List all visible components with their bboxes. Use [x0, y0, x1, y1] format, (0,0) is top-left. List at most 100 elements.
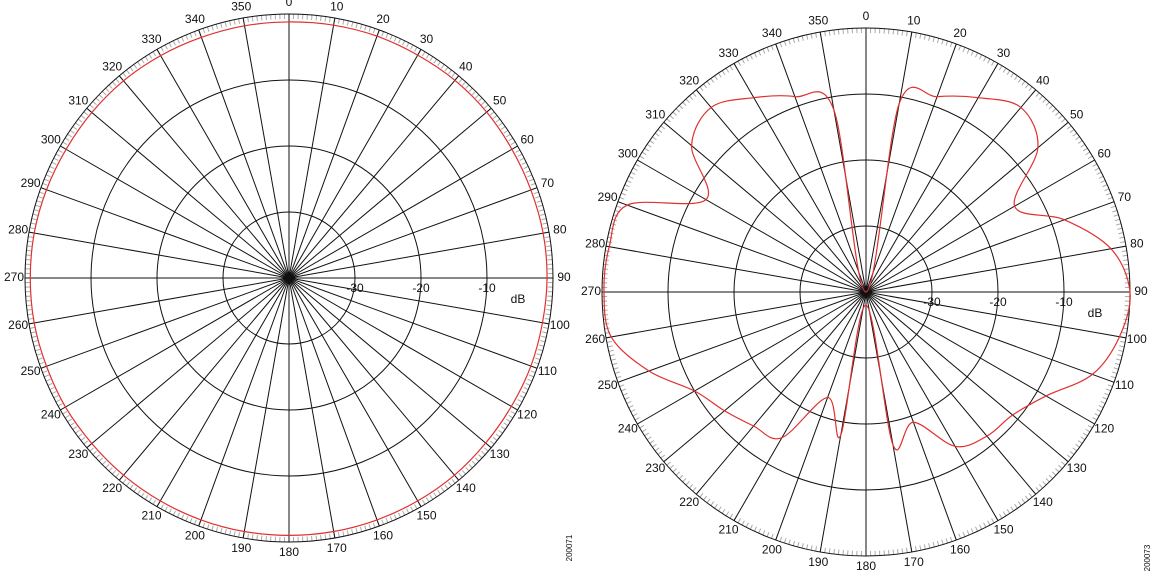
- spoke: [865, 291, 1095, 425]
- minor-tick: [1035, 92, 1040, 97]
- minor-tick: [607, 345, 613, 348]
- minor-tick: [632, 167, 638, 171]
- minor-tick: [152, 499, 157, 505]
- minor-tick: [644, 432, 650, 437]
- minor-tick: [1021, 498, 1026, 504]
- spoke: [819, 291, 867, 553]
- minor-tick: [766, 47, 770, 53]
- minor-tick: [537, 204, 543, 208]
- minor-tick: [461, 470, 467, 475]
- minor-tick: [75, 122, 80, 127]
- minor-tick: [945, 40, 949, 46]
- minor-tick: [660, 454, 666, 459]
- theta-tick-label: 120: [517, 408, 537, 422]
- minor-tick: [329, 533, 331, 539]
- minor-tick: [792, 38, 796, 44]
- spoke: [865, 245, 1127, 293]
- spoke: [733, 63, 867, 293]
- minor-tick: [83, 440, 89, 445]
- minor-tick: [678, 474, 684, 480]
- minor-tick: [666, 461, 671, 466]
- theta-tick-label: 250: [598, 378, 618, 392]
- minor-tick: [682, 101, 687, 107]
- minor-tick: [958, 45, 962, 51]
- minor-tick: [530, 182, 536, 186]
- theta-tick-label: 190: [808, 555, 828, 569]
- theta-tick-label: 110: [538, 364, 557, 378]
- theta-tick-label: 130: [1067, 461, 1087, 475]
- minor-tick: [606, 241, 612, 244]
- minor-tick: [251, 16, 254, 22]
- theta-tick-label: 150: [993, 522, 1013, 536]
- minor-tick: [27, 240, 33, 243]
- minor-tick: [389, 34, 393, 40]
- minor-tick: [478, 97, 483, 102]
- minor-tick: [98, 94, 104, 99]
- minor-tick: [666, 118, 671, 123]
- minor-tick: [639, 424, 645, 429]
- minor-tick: [164, 506, 168, 512]
- minor-tick: [1104, 188, 1110, 192]
- spoke: [198, 277, 290, 527]
- spoke: [637, 159, 867, 293]
- minor-tick: [1123, 263, 1129, 266]
- minor-tick: [1069, 129, 1075, 133]
- theta-tick-label: 80: [1130, 236, 1144, 250]
- minor-tick: [425, 497, 430, 503]
- minor-tick: [36, 200, 42, 203]
- minor-tick: [610, 358, 616, 361]
- minor-tick: [492, 437, 498, 441]
- minor-tick: [527, 378, 533, 382]
- minor-tick: [546, 249, 552, 252]
- minor-tick: [949, 42, 953, 48]
- minor-tick: [1098, 175, 1104, 179]
- spoke: [733, 291, 867, 521]
- minor-tick: [987, 58, 991, 64]
- minor-tick: [535, 357, 541, 361]
- theta-tick-label: 320: [102, 60, 122, 74]
- minor-tick: [998, 65, 1003, 71]
- minor-tick: [654, 447, 660, 452]
- minor-tick: [176, 38, 180, 44]
- minor-tick: [92, 100, 97, 106]
- minor-tick: [80, 437, 86, 441]
- minor-tick: [545, 313, 551, 316]
- minor-tick: [160, 46, 164, 52]
- minor-tick: [828, 548, 831, 554]
- minor-tick: [108, 84, 113, 89]
- minor-tick: [26, 245, 32, 247]
- minor-tick: [788, 39, 791, 45]
- minor-tick: [122, 478, 127, 484]
- spoke: [617, 291, 867, 383]
- minor-tick: [541, 218, 547, 221]
- theta-tick-label: 340: [185, 12, 205, 26]
- minor-tick: [481, 450, 486, 456]
- minor-tick: [95, 454, 100, 459]
- minor-tick: [685, 98, 690, 103]
- spoke: [40, 187, 290, 279]
- minor-tick: [172, 510, 176, 516]
- minor-tick: [115, 78, 120, 83]
- theta-tick-label: 210: [141, 508, 161, 522]
- minor-tick: [753, 52, 757, 58]
- minor-tick: [624, 184, 630, 188]
- minor-tick: [108, 467, 113, 472]
- minor-tick: [215, 526, 219, 532]
- r-unit: dB: [511, 292, 526, 306]
- minor-tick: [461, 81, 467, 86]
- theta-tick-label: 210: [718, 522, 738, 536]
- minor-tick: [193, 31, 197, 37]
- minor-tick: [69, 422, 75, 427]
- minor-tick: [77, 433, 83, 438]
- minor-tick: [641, 428, 647, 433]
- minor-tick: [1110, 375, 1116, 379]
- minor-tick: [1021, 80, 1026, 86]
- minor-tick: [685, 481, 690, 486]
- theta-tick-label: 300: [41, 133, 61, 147]
- minor-tick: [64, 137, 70, 142]
- minor-tick: [632, 413, 638, 417]
- minor-tick: [542, 331, 548, 334]
- minor-tick: [892, 549, 895, 555]
- minor-tick: [137, 61, 141, 67]
- minor-tick: [628, 175, 634, 179]
